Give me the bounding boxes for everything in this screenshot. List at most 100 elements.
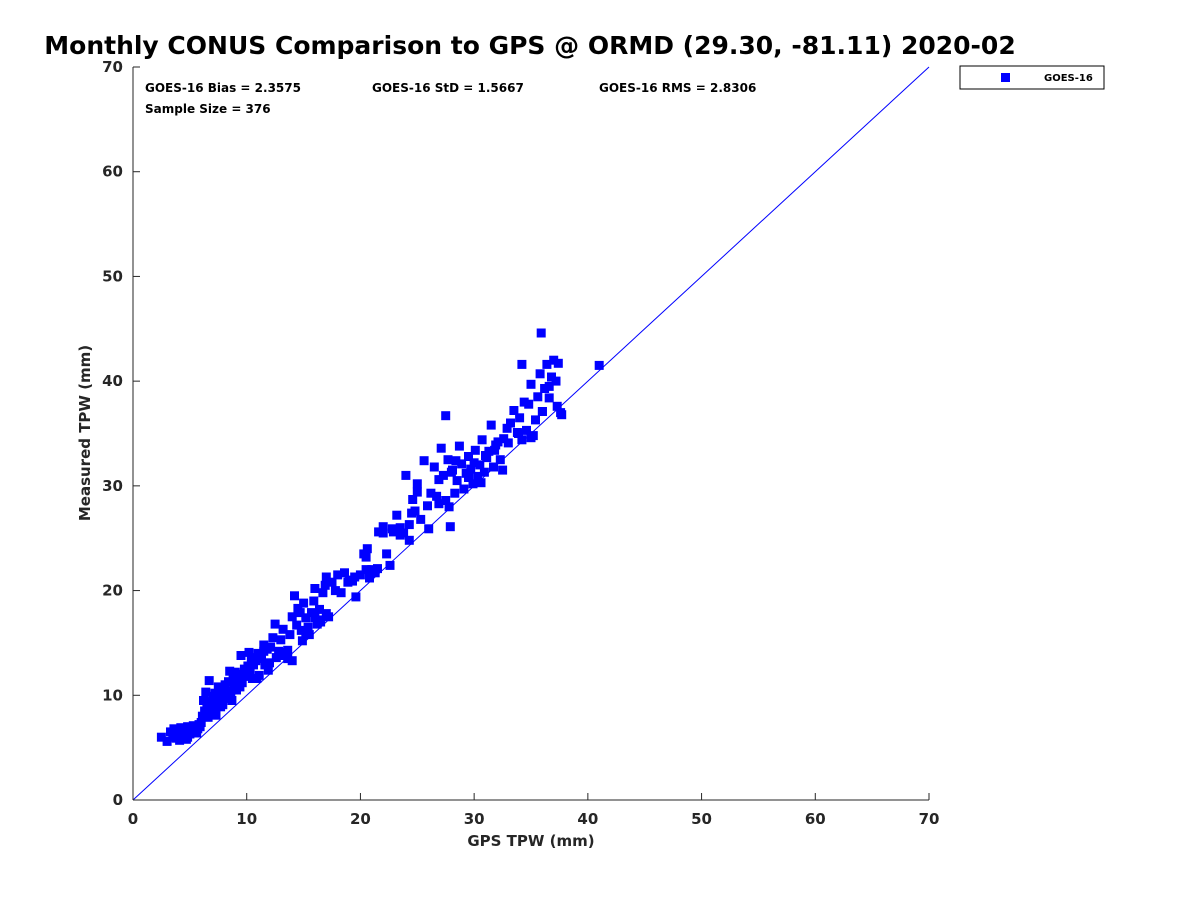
data-point	[535, 369, 545, 379]
data-point	[211, 710, 221, 720]
data-point	[318, 588, 328, 598]
std-stat: GOES-16 StD = 1.5667	[372, 81, 524, 95]
data-point	[336, 588, 346, 598]
data-point	[407, 508, 417, 518]
data-point	[197, 711, 207, 721]
data-point	[183, 732, 193, 742]
data-point	[557, 410, 567, 420]
data-point	[224, 677, 233, 687]
data-point	[526, 379, 536, 389]
data-point	[361, 565, 371, 575]
axes: 0 10 20 30 40 50 60 70 0 10 20 30 40 50 60 70	[102, 58, 939, 828]
data-point	[457, 459, 467, 469]
legend: GOES-16	[959, 65, 1105, 90]
data-point	[468, 479, 478, 489]
data-point	[481, 451, 490, 460]
data-point	[517, 435, 527, 445]
data-point	[378, 528, 388, 538]
data-point	[252, 674, 262, 683]
data-point	[438, 470, 448, 480]
data-point	[330, 586, 340, 596]
data-point	[374, 527, 384, 537]
data-point	[490, 445, 500, 455]
data-point	[426, 488, 436, 498]
data-point	[283, 645, 293, 655]
data-point	[445, 522, 455, 532]
x-tick-label: 10	[236, 810, 257, 828]
data-point	[210, 688, 220, 698]
data-point	[392, 510, 402, 520]
y-tick-label: 0	[113, 791, 123, 809]
data-point	[553, 358, 563, 368]
legend-label-goes16: GOES-16	[1044, 73, 1093, 84]
data-point	[253, 648, 263, 658]
data-point	[408, 495, 418, 504]
data-point	[544, 381, 554, 391]
data-point	[499, 434, 509, 444]
data-point	[533, 392, 543, 402]
data-point	[477, 435, 487, 445]
data-point	[401, 470, 411, 480]
data-point	[429, 462, 439, 472]
data-point	[495, 455, 505, 465]
data-point	[432, 491, 442, 501]
data-point	[451, 456, 461, 466]
data-point	[404, 535, 414, 545]
data-point	[424, 524, 434, 534]
data-point	[454, 441, 464, 451]
data-point	[594, 360, 604, 370]
data-point	[327, 577, 337, 587]
data-point	[268, 633, 278, 643]
data-point	[470, 445, 480, 455]
x-tick-label: 40	[577, 810, 598, 828]
data-point	[204, 676, 214, 686]
data-point	[301, 613, 311, 623]
data-point	[549, 355, 559, 365]
data-point	[333, 570, 343, 580]
data-point	[444, 502, 454, 512]
data-point	[412, 479, 422, 489]
data-point	[156, 732, 166, 742]
data-point	[260, 660, 270, 670]
x-tick-label: 30	[464, 810, 485, 828]
data-point	[452, 476, 462, 486]
data-point	[502, 423, 512, 433]
data-point	[201, 687, 211, 697]
data-point	[299, 598, 309, 608]
data-point	[320, 580, 330, 590]
data-point	[486, 420, 496, 430]
data-point	[259, 646, 269, 656]
data-point	[162, 736, 172, 746]
data-point	[362, 544, 372, 554]
data-point	[195, 722, 205, 732]
chart-title: Monthly CONUS Comparison to GPS @ ORMD (…	[44, 31, 1015, 60]
data-point	[199, 696, 208, 705]
data-point	[378, 522, 388, 532]
x-tick-label: 20	[350, 810, 371, 828]
data-point	[493, 437, 503, 447]
data-point	[526, 433, 536, 443]
data-point	[237, 669, 247, 679]
rms-stat: GOES-16 RMS = 2.8306	[599, 81, 756, 95]
data-point	[522, 425, 531, 435]
data-point	[315, 604, 324, 614]
data-point	[416, 514, 426, 524]
data-point	[498, 465, 508, 475]
data-point	[464, 473, 473, 482]
data-point	[365, 573, 374, 583]
data-point	[466, 464, 476, 474]
data-point	[542, 359, 552, 369]
data-point	[469, 458, 479, 468]
data-point	[423, 501, 432, 511]
data-point	[436, 443, 446, 453]
legend-marker-goes16	[1001, 73, 1010, 82]
data-point	[382, 549, 392, 559]
y-axis-label: Measured TPW (mm)	[76, 345, 94, 521]
data-point	[395, 530, 405, 540]
bias-stat: GOES-16 Bias = 2.3575	[145, 81, 301, 95]
data-point	[307, 608, 316, 618]
data-point	[524, 399, 534, 409]
data-point	[503, 438, 513, 448]
data-point	[229, 680, 239, 690]
data-point	[351, 592, 361, 602]
